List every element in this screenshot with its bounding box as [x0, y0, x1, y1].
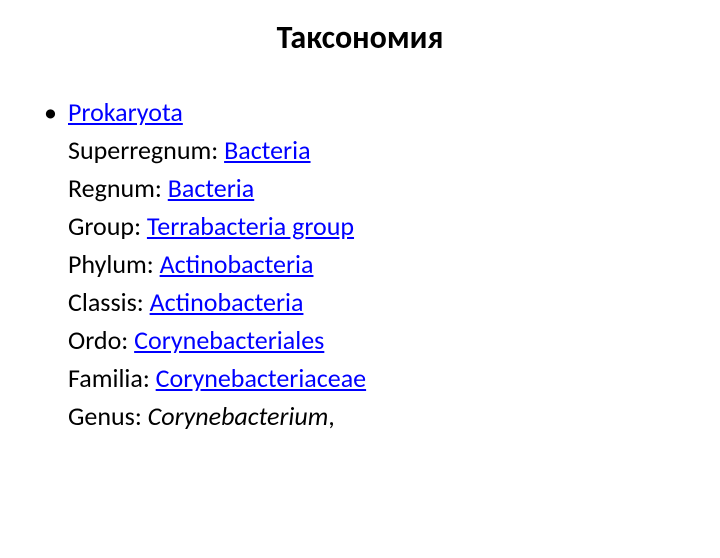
tax-link-group[interactable]: Terrabacteria group [147, 210, 354, 242]
taxonomy-list: Prokaryota Superregnum: Bacteria Regnum:… [44, 93, 680, 435]
tax-value-genus: Corynebacterium [148, 400, 329, 432]
tax-label: Genus: [68, 400, 148, 432]
tax-link-regnum[interactable]: Bacteria [168, 172, 254, 204]
taxonomy-line: Superregnum: Bacteria [68, 131, 680, 169]
tax-link-classis[interactable]: Actinobacteria [150, 286, 304, 318]
taxonomy-line: Phylum: Actinobacteria [68, 245, 680, 283]
tax-link-superregnum[interactable]: Bacteria [224, 134, 310, 166]
tax-label: Familia: [68, 362, 156, 394]
tax-link-prokaryota[interactable]: Prokaryota [68, 96, 183, 128]
taxonomy-line: Group: Terrabacteria group [68, 207, 680, 245]
tax-trailing: , [328, 400, 335, 432]
tax-link-ordo[interactable]: Corynebacteriales [134, 324, 324, 356]
tax-label: Phylum: [68, 248, 160, 280]
tax-link-phylum[interactable]: Actinobacteria [160, 248, 314, 280]
tax-label: Regnum: [68, 172, 168, 204]
taxonomy-line: Classis: Actinobacteria [68, 283, 680, 321]
taxonomy-list-item: Prokaryota Superregnum: Bacteria Regnum:… [44, 93, 680, 435]
taxonomy-line: Regnum: Bacteria [68, 169, 680, 207]
taxonomy-line: Ordo: Corynebacteriales [68, 321, 680, 359]
taxonomy-line: Prokaryota [68, 93, 680, 131]
tax-label: Group: [68, 210, 147, 242]
taxonomy-line: Familia: Corynebacteriaceae [68, 359, 680, 397]
tax-label: Superregnum: [68, 134, 224, 166]
tax-link-familia[interactable]: Corynebacteriaceae [156, 362, 366, 394]
slide-title: Таксономия [0, 18, 720, 57]
taxonomy-body: Prokaryota Superregnum: Bacteria Regnum:… [0, 93, 720, 435]
taxonomy-line: Genus: Corynebacterium, [68, 397, 680, 435]
tax-label: Classis: [68, 286, 150, 318]
tax-label: Ordo: [68, 324, 134, 356]
